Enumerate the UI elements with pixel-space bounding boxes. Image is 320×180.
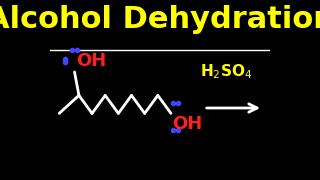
Text: OH: OH bbox=[76, 52, 106, 70]
Text: OH: OH bbox=[172, 115, 202, 133]
Text: Alcohol Dehydration: Alcohol Dehydration bbox=[0, 5, 320, 34]
Text: H$_2$SO$_4$: H$_2$SO$_4$ bbox=[200, 63, 252, 81]
